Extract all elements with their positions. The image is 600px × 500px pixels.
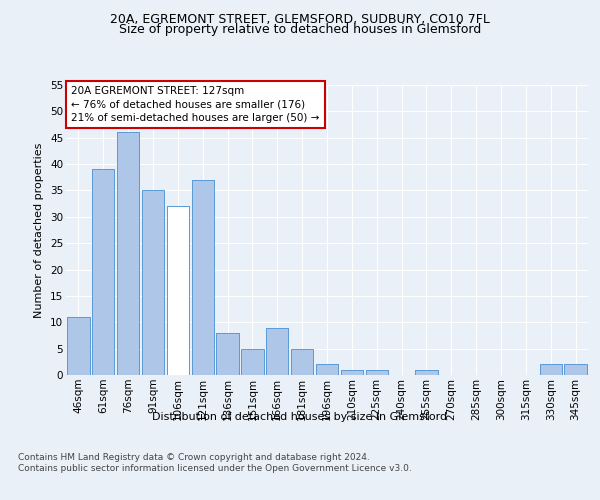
Bar	[117, 132, 139, 375]
Text: Contains HM Land Registry data © Crown copyright and database right 2024.: Contains HM Land Registry data © Crown c…	[18, 452, 370, 462]
Bar	[241, 348, 263, 375]
Bar	[217, 333, 239, 375]
Bar	[539, 364, 562, 375]
Bar	[92, 170, 115, 375]
Bar	[365, 370, 388, 375]
Bar	[316, 364, 338, 375]
Bar	[142, 190, 164, 375]
Bar	[565, 364, 587, 375]
Y-axis label: Number of detached properties: Number of detached properties	[34, 142, 44, 318]
Bar	[341, 370, 363, 375]
Bar	[142, 190, 164, 375]
Bar	[365, 370, 388, 375]
Bar	[92, 170, 115, 375]
Text: Distribution of detached houses by size in Glemsford: Distribution of detached houses by size …	[152, 412, 448, 422]
Text: Contains public sector information licensed under the Open Government Licence v3: Contains public sector information licen…	[18, 464, 412, 473]
Bar	[217, 333, 239, 375]
Bar	[167, 206, 189, 375]
Bar	[415, 370, 437, 375]
Bar	[316, 364, 338, 375]
Bar	[341, 370, 363, 375]
Text: Size of property relative to detached houses in Glemsford: Size of property relative to detached ho…	[119, 24, 481, 36]
Text: 20A, EGREMONT STREET, GLEMSFORD, SUDBURY, CO10 7FL: 20A, EGREMONT STREET, GLEMSFORD, SUDBURY…	[110, 12, 490, 26]
Bar	[241, 348, 263, 375]
Bar	[167, 206, 189, 375]
Bar	[266, 328, 289, 375]
Bar	[539, 364, 562, 375]
Bar	[291, 348, 313, 375]
Text: 20A EGREMONT STREET: 127sqm
← 76% of detached houses are smaller (176)
21% of se: 20A EGREMONT STREET: 127sqm ← 76% of det…	[71, 86, 320, 123]
Bar	[67, 317, 89, 375]
Bar	[191, 180, 214, 375]
Bar	[67, 317, 89, 375]
Bar	[117, 132, 139, 375]
Bar	[415, 370, 437, 375]
Bar	[191, 180, 214, 375]
Bar	[266, 328, 289, 375]
Bar	[291, 348, 313, 375]
Bar	[565, 364, 587, 375]
